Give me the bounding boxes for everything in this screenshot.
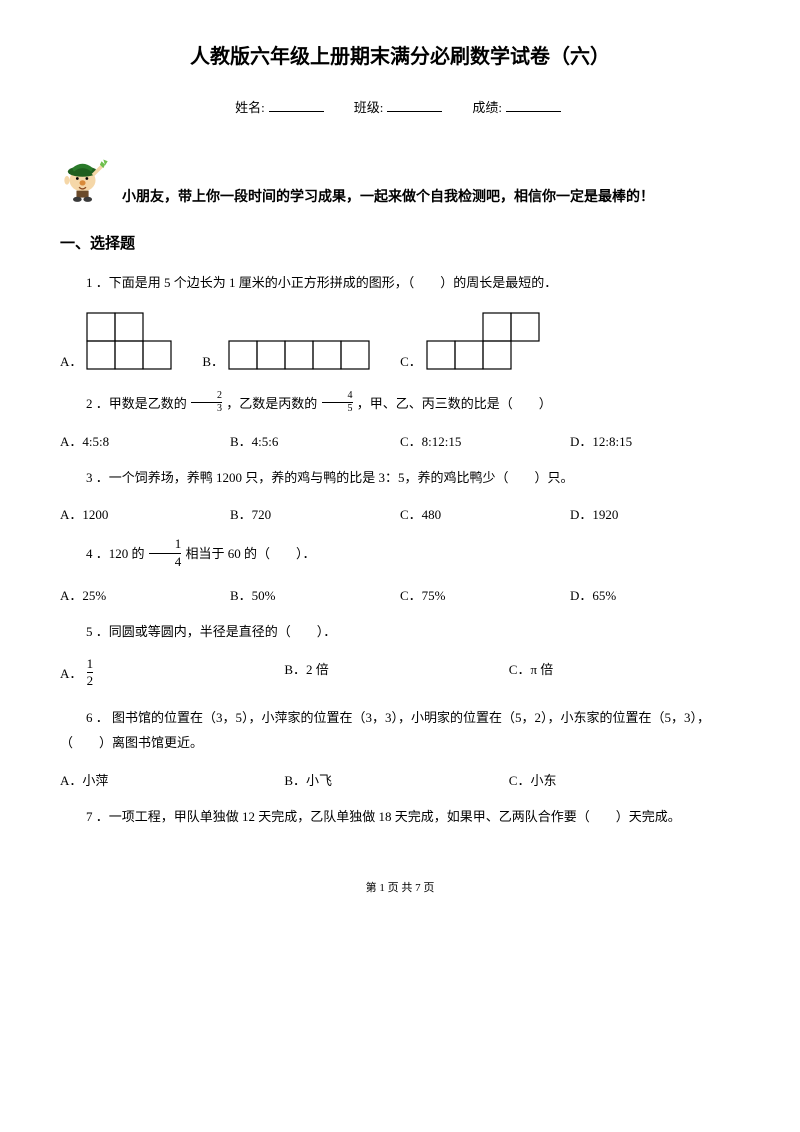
question-1: 1 ．下面是用 5 个边长为 1 厘米的小正方形拼成的图形，（ ）的周长是最短的…: [60, 271, 740, 296]
page-footer: 第 1 页 共 7 页: [60, 879, 740, 895]
q4-post: 相当于 60 的（ ）．: [186, 546, 316, 561]
q3-options: A．1200 B．720 C．480 D．1920: [60, 504, 740, 523]
q3-opt-c[interactable]: C．480: [400, 504, 570, 523]
q2-opt-c[interactable]: C．8:12:15: [400, 431, 570, 450]
q6-opt-b[interactable]: B．小飞: [284, 770, 508, 789]
question-7: 7 ．一项工程，甲队单独做 12 天完成，乙队单独做 18 天完成，如果甲、乙两…: [60, 805, 740, 830]
page-title: 人教版六年级上册期末满分必刷数学试卷（六）: [60, 40, 740, 69]
mascot-icon: [60, 156, 112, 208]
q4-options: A．25% B．50% C．75% D．65%: [60, 585, 740, 604]
question-1-figures: A． B． C．: [60, 312, 740, 370]
q1-label-c: C．: [400, 351, 422, 370]
q6-text: 6 ． 图书馆的位置在（3，5），小萍家的位置在（3，3），小明家的位置在（5，…: [60, 710, 710, 750]
q2-fraction-2: 4 5: [322, 391, 353, 415]
student-info-line: 姓名: 班级: 成绩:: [60, 97, 740, 116]
q5-opt-a[interactable]: A． 1 2: [60, 659, 284, 691]
question-3: 3 ．一个饲养场，养鸭 1200 只，养的鸡与鸭的比是 3：5，养的鸡比鸭少（ …: [60, 466, 740, 491]
figure-a-icon: [86, 312, 172, 370]
q2-post: ，甲、乙、丙三数的比是（ ）: [357, 396, 552, 411]
q5-opt-c[interactable]: C．π 倍: [509, 659, 733, 691]
score-blank[interactable]: [506, 111, 561, 112]
q1-label-b: B．: [202, 351, 224, 370]
q2-opt-b[interactable]: B．4:5:6: [230, 431, 400, 450]
q6-options: A．小萍 B．小飞 C．小东: [60, 770, 740, 789]
q2-pre: 2 ．甲数是乙数的: [86, 396, 187, 411]
q2-fraction-1: 2 3: [191, 391, 222, 415]
figure-b-icon: [228, 340, 370, 370]
q1-option-b[interactable]: B．: [202, 340, 370, 370]
q2-f2-num: 4: [322, 391, 353, 402]
q1-label-a: A．: [60, 351, 82, 370]
q4-f-num: 1: [149, 537, 182, 551]
intro-text: 小朋友，带上你一段时间的学习成果，一起来做个自我检测吧，相信你一定是最棒的！: [122, 186, 654, 208]
q2-options: A．4:5:8 B．4:5:6 C．8:12:15 D．12:8:15: [60, 431, 740, 450]
q4-fraction: 1 4: [149, 537, 182, 569]
q4-opt-a[interactable]: A．25%: [60, 585, 230, 604]
section-1-heading: 一、选择题: [60, 232, 740, 253]
q2-f1-num: 2: [191, 391, 222, 402]
q6-opt-a[interactable]: A．小萍: [60, 770, 284, 789]
q2-opt-d[interactable]: D．12:8:15: [570, 431, 740, 450]
q5-opt-b[interactable]: B．2 倍: [284, 659, 508, 691]
question-6: 6 ． 图书馆的位置在（3，5），小萍家的位置在（3，3），小明家的位置在（5，…: [60, 706, 740, 755]
name-blank[interactable]: [269, 111, 324, 112]
q6-opt-c[interactable]: C．小东: [509, 770, 733, 789]
name-label: 姓名:: [235, 100, 265, 115]
q5-a-num: 1: [87, 657, 94, 671]
question-5: 5 ．同圆或等圆内，半径是直径的（ ）．: [60, 620, 740, 645]
q2-opt-a[interactable]: A．4:5:8: [60, 431, 230, 450]
q1-option-c[interactable]: C．: [400, 312, 540, 370]
question-2: 2 ．甲数是乙数的 2 3 ，乙数是丙数的 4 5 ，甲、乙、丙三数的比是（ ）: [60, 392, 740, 417]
q5-a-fraction: 1 2: [87, 657, 94, 689]
q3-opt-a[interactable]: A．1200: [60, 504, 230, 523]
class-label: 班级:: [354, 100, 384, 115]
q3-opt-b[interactable]: B．720: [230, 504, 400, 523]
q2-f1-den: 3: [191, 404, 222, 415]
q5-a-pre: A．: [60, 665, 82, 680]
q4-pre: 4 ．120 的: [86, 546, 145, 561]
figure-c-icon: [426, 312, 540, 370]
q2-f2-den: 5: [322, 404, 353, 415]
q2-mid: ，乙数是丙数的: [226, 396, 317, 411]
q4-opt-b[interactable]: B．50%: [230, 585, 400, 604]
q4-opt-d[interactable]: D．65%: [570, 585, 740, 604]
q5-a-den: 2: [87, 674, 94, 688]
q1-option-a[interactable]: A．: [60, 312, 172, 370]
q3-opt-d[interactable]: D．1920: [570, 504, 740, 523]
q4-f-den: 4: [149, 555, 182, 569]
score-label: 成绩:: [472, 100, 502, 115]
q5-options: A． 1 2 B．2 倍 C．π 倍: [60, 659, 740, 691]
question-4: 4 ．120 的 1 4 相当于 60 的（ ）．: [60, 539, 740, 571]
class-blank[interactable]: [387, 111, 442, 112]
q4-opt-c[interactable]: C．75%: [400, 585, 570, 604]
